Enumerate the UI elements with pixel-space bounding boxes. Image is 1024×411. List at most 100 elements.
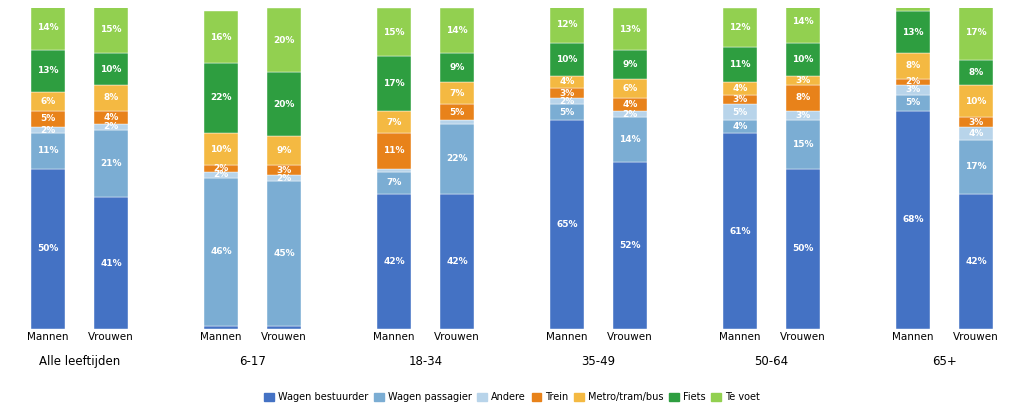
Text: 16%: 16% xyxy=(210,32,231,42)
Text: 42%: 42% xyxy=(383,257,404,266)
Text: 17%: 17% xyxy=(966,162,987,171)
Text: 2%: 2% xyxy=(623,109,638,118)
Text: 13%: 13% xyxy=(620,25,641,34)
Text: 2%: 2% xyxy=(40,125,55,134)
Text: 46%: 46% xyxy=(210,247,231,256)
Text: 5%: 5% xyxy=(559,108,574,117)
Bar xyxy=(266,8,301,72)
X-axis label: 65+: 65+ xyxy=(932,356,956,369)
Bar xyxy=(785,0,820,44)
Bar xyxy=(439,120,474,124)
Bar xyxy=(550,98,585,104)
Bar xyxy=(723,104,758,120)
Text: 4%: 4% xyxy=(623,100,638,109)
Text: 3%: 3% xyxy=(732,95,748,104)
Bar xyxy=(958,140,993,194)
Bar xyxy=(785,76,820,85)
Bar xyxy=(204,172,239,178)
Text: 52%: 52% xyxy=(620,241,641,250)
Text: 3%: 3% xyxy=(969,118,984,127)
Text: 3%: 3% xyxy=(796,76,811,85)
Text: 3%: 3% xyxy=(905,85,921,95)
Bar xyxy=(439,194,474,329)
Text: 14%: 14% xyxy=(37,23,58,32)
Bar xyxy=(723,82,758,95)
Bar xyxy=(550,104,585,120)
X-axis label: 35-49: 35-49 xyxy=(582,356,615,369)
Text: 50%: 50% xyxy=(37,244,58,253)
Text: 6%: 6% xyxy=(40,97,55,106)
Bar xyxy=(612,50,647,79)
Bar xyxy=(93,5,128,53)
Bar xyxy=(204,326,239,329)
Bar xyxy=(785,120,820,169)
Bar xyxy=(31,169,66,329)
Text: 5%: 5% xyxy=(450,108,465,117)
Bar xyxy=(31,5,66,50)
Text: 6%: 6% xyxy=(623,84,638,93)
Text: 14%: 14% xyxy=(620,135,641,144)
Bar xyxy=(723,95,758,104)
Text: 3%: 3% xyxy=(276,166,292,175)
Bar xyxy=(896,85,931,95)
Bar xyxy=(93,85,128,111)
Bar xyxy=(958,85,993,117)
Legend: Wagen bestuurder, Wagen passagier, Andere, Trein, Metro/tram/bus, Fiets, Te voet: Wagen bestuurder, Wagen passagier, Ander… xyxy=(260,388,764,406)
Bar xyxy=(377,8,412,56)
Bar xyxy=(550,88,585,98)
Bar xyxy=(204,63,239,133)
Text: 21%: 21% xyxy=(100,159,122,168)
Bar xyxy=(93,53,128,85)
Bar xyxy=(204,178,239,326)
Bar xyxy=(204,12,239,63)
Bar xyxy=(896,53,931,79)
Text: 9%: 9% xyxy=(276,146,292,155)
Bar xyxy=(439,53,474,82)
Text: 7%: 7% xyxy=(386,178,401,187)
Bar xyxy=(785,111,820,120)
Text: 42%: 42% xyxy=(446,257,468,266)
Text: 8%: 8% xyxy=(796,93,811,102)
Text: 5%: 5% xyxy=(732,108,748,117)
Bar xyxy=(723,47,758,82)
Text: 14%: 14% xyxy=(793,16,814,25)
Bar xyxy=(377,169,412,172)
Bar xyxy=(723,133,758,329)
Bar xyxy=(31,133,66,169)
X-axis label: Alle leeftijden: Alle leeftijden xyxy=(39,356,120,369)
Text: 2%: 2% xyxy=(276,173,292,182)
Bar xyxy=(723,120,758,133)
Bar xyxy=(896,111,931,329)
Bar xyxy=(377,194,412,329)
Text: 4%: 4% xyxy=(732,84,748,93)
Text: 14%: 14% xyxy=(446,26,468,35)
Text: 10%: 10% xyxy=(556,55,578,64)
Bar xyxy=(439,8,474,53)
Bar xyxy=(958,60,993,85)
Text: 68%: 68% xyxy=(902,215,924,224)
Text: 20%: 20% xyxy=(273,36,295,45)
Bar xyxy=(31,111,66,127)
X-axis label: 18-34: 18-34 xyxy=(409,356,442,369)
Bar xyxy=(31,127,66,133)
Text: 2%: 2% xyxy=(103,122,119,132)
Bar xyxy=(439,82,474,104)
Text: 4%: 4% xyxy=(969,129,984,138)
Text: 42%: 42% xyxy=(966,257,987,266)
Text: 13%: 13% xyxy=(902,28,924,37)
Text: 9%: 9% xyxy=(623,60,638,69)
Text: 22%: 22% xyxy=(446,155,468,164)
Text: 15%: 15% xyxy=(793,140,814,149)
Bar xyxy=(266,326,301,329)
Bar xyxy=(266,136,301,165)
Text: 2%: 2% xyxy=(559,97,574,106)
Text: 4%: 4% xyxy=(559,77,574,86)
Bar xyxy=(93,111,128,124)
Text: 3%: 3% xyxy=(796,111,811,120)
Bar xyxy=(377,172,412,194)
Text: 8%: 8% xyxy=(103,93,119,102)
Bar xyxy=(785,169,820,329)
Bar xyxy=(550,76,585,88)
Bar xyxy=(550,5,585,44)
Bar xyxy=(612,111,647,117)
